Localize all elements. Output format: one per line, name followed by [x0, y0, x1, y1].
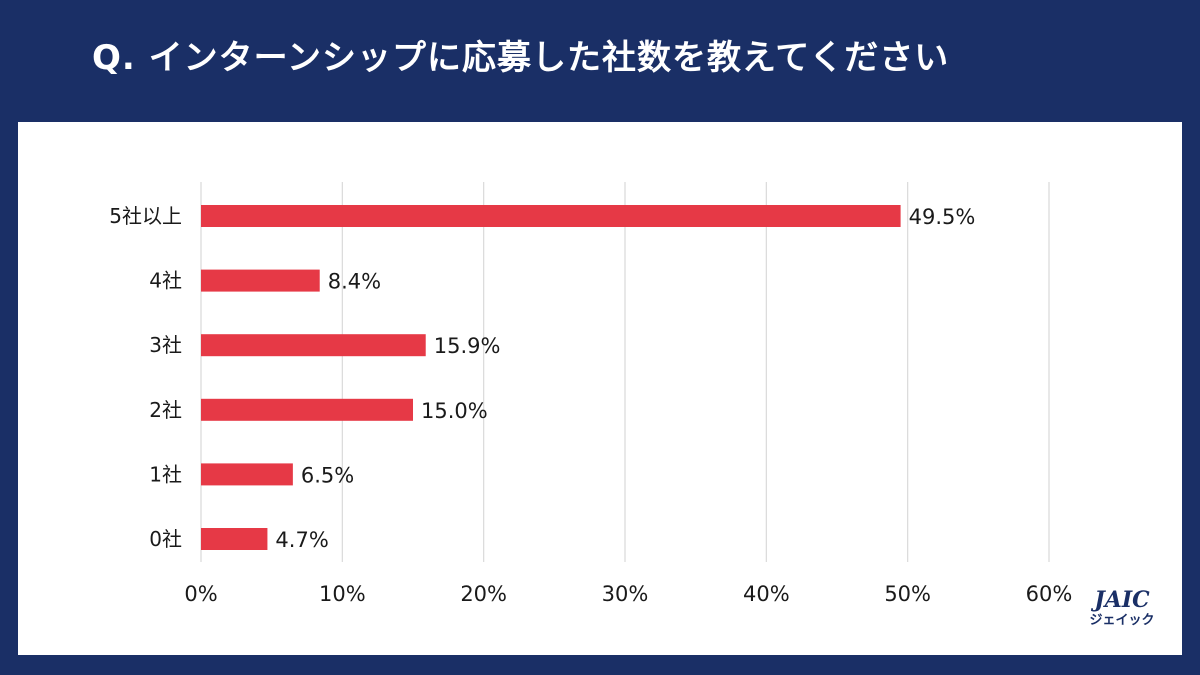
- category-label: 3社: [149, 333, 182, 357]
- category-label: 4社: [149, 269, 182, 293]
- category-label: 1社: [149, 462, 182, 486]
- bar: [201, 528, 268, 550]
- bar: [201, 269, 320, 292]
- logo-subtext: ジェイック: [1089, 613, 1155, 628]
- x-tick-label: 40%: [743, 582, 790, 606]
- grid-lines: [200, 182, 1050, 562]
- bars: [201, 205, 901, 550]
- category-label: 0社: [149, 527, 182, 551]
- data-label: 4.7%: [275, 528, 328, 552]
- x-tick-label: 30%: [602, 582, 649, 606]
- category-label: 5社以上: [109, 204, 182, 228]
- bar: [201, 398, 413, 421]
- x-tick-label: 60%: [1026, 582, 1073, 606]
- bar: [201, 205, 901, 227]
- jaic-logo: JAIC ジェイック: [1082, 588, 1162, 648]
- data-label: 8.4%: [328, 270, 381, 294]
- labels: 0% 10% 20% 30% 40% 50% 60% 5社以上 49.5% 4社 8.4% 3社 15.…: [109, 204, 1072, 606]
- page-title: Q. インターンシップに応募した社数を教えてください: [92, 38, 950, 78]
- data-label: 6.5%: [301, 463, 354, 487]
- bar: [201, 334, 426, 357]
- category-label: 2社: [149, 398, 182, 422]
- x-tick-label: 20%: [460, 582, 507, 606]
- bar: [201, 463, 293, 486]
- data-label: 49.5%: [909, 205, 976, 229]
- x-tick-label: 50%: [884, 582, 931, 606]
- logo-text: JAIC: [1094, 587, 1150, 613]
- x-tick-label: 10%: [319, 582, 366, 606]
- x-tick-label: 0%: [184, 582, 217, 606]
- data-label: 15.0%: [421, 399, 488, 423]
- data-label: 15.9%: [434, 334, 501, 358]
